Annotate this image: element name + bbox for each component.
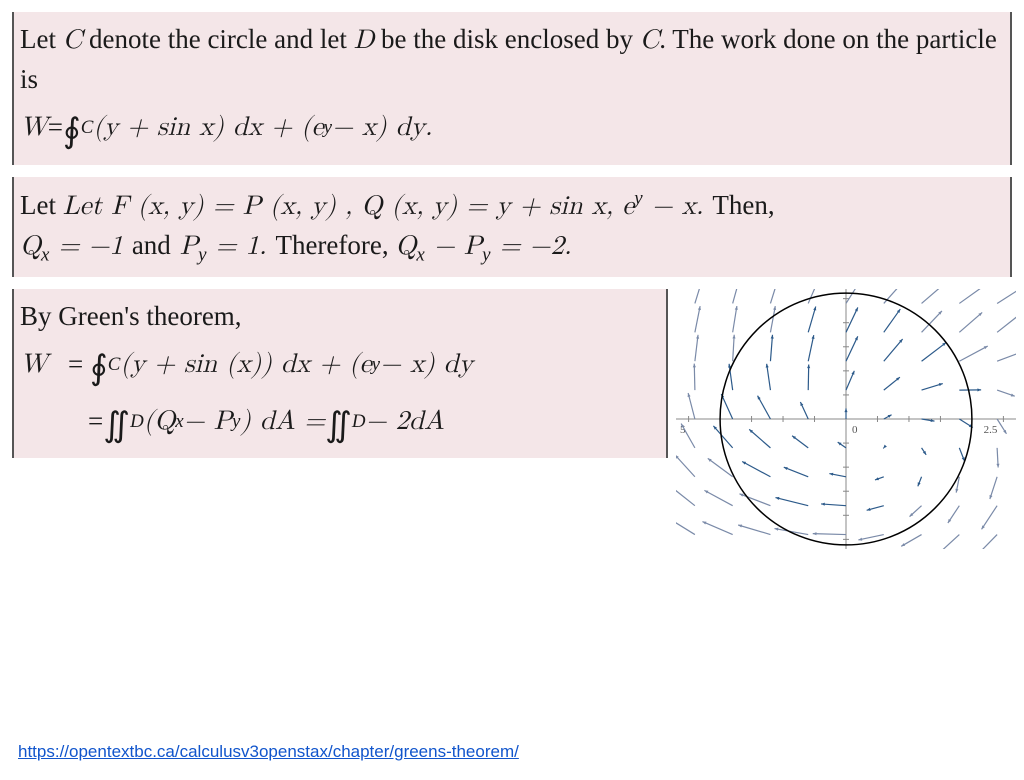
eq: =: [88, 402, 103, 441]
var-d: D: [354, 27, 375, 54]
v: = 1.: [207, 233, 276, 260]
svg-text:0: 0: [852, 424, 858, 436]
greens-eq-2: = ∬D (Qx − Py) dA = ∬D − 2dA: [20, 393, 660, 450]
work-equation: W = ∮C (y + sin x) dx + (ey − x) dy.: [20, 99, 1004, 156]
var-c: C: [63, 27, 83, 54]
text-block-1: Let C denote the circle and let D be the…: [12, 12, 1012, 165]
v: = −1: [49, 233, 131, 260]
t: be the disk enclosed by: [374, 24, 639, 54]
partials-line: Qx = −1 and Py = 1. Therefore, Qx − Py =…: [20, 226, 1004, 269]
oint-icon: ∮: [63, 107, 81, 156]
def-line: Let Let F (x, y) = P (x, y) , Q (x, y) =…: [20, 185, 1004, 226]
sup: y: [634, 188, 642, 209]
var-c2: C: [640, 27, 660, 54]
s: D: [352, 408, 366, 435]
body: (y + sin x) dx + (e: [93, 108, 323, 147]
source-link[interactable]: https://opentextbc.ca/calculusv3openstax…: [18, 742, 519, 762]
and: and: [132, 230, 171, 260]
da: ) dA =: [240, 402, 325, 441]
t: Let: [20, 24, 63, 54]
body: (Q: [144, 402, 176, 441]
let: Let: [20, 190, 63, 220]
tail: − x) dy.: [332, 108, 432, 147]
sup: y: [372, 351, 380, 378]
s: x: [175, 408, 183, 435]
s: D: [130, 408, 144, 435]
t: denote the circle and let: [82, 24, 353, 54]
mid: − P: [425, 233, 482, 260]
int-sub: C: [81, 114, 94, 141]
py: P: [171, 233, 198, 260]
lhs: W: [20, 108, 48, 147]
iint-icon: ∬: [103, 401, 130, 450]
fdef: Let F (x, y) = P (x, y) , Q (x, y) = y +…: [63, 193, 635, 220]
svg-text:2.5: 2.5: [984, 424, 998, 436]
mid: − P: [184, 402, 232, 441]
lhs: W: [20, 345, 48, 384]
body: (y + sin (x)) dx + (e: [120, 345, 371, 384]
qx: Q: [20, 233, 41, 260]
block3-row: By Green's theorem, W = ∮C (y + sin (x))…: [12, 289, 1012, 549]
eq: =: [48, 345, 90, 384]
res: = −2.: [491, 233, 572, 260]
sup: y: [324, 114, 332, 141]
intro-line: Let C denote the circle and let D be the…: [20, 20, 1004, 99]
then: Then,: [712, 190, 774, 220]
greens-eq-1: W = ∮C (y + sin (x)) dx + (ey − x) dy: [20, 336, 660, 393]
greens-heading: By Green's theorem,: [20, 297, 660, 336]
oint-icon: ∮: [90, 344, 108, 393]
text-block-3: By Green's theorem, W = ∮C (y + sin (x))…: [12, 289, 668, 459]
s: C: [108, 351, 121, 378]
t: − x.: [643, 193, 713, 220]
tail: − x) dy: [380, 345, 473, 384]
tail: − 2dA: [366, 402, 445, 441]
text-block-2: Let Let F (x, y) = P (x, y) , Q (x, y) =…: [12, 177, 1012, 277]
s: y: [482, 244, 490, 265]
s: x: [416, 244, 424, 265]
therefore: Therefore,: [275, 230, 395, 260]
s: y: [198, 244, 206, 265]
eq: =: [48, 108, 63, 147]
qx2: Q: [395, 233, 416, 260]
vector-field-figure: 052.5: [676, 289, 1016, 549]
iint-icon: ∬: [325, 401, 352, 450]
